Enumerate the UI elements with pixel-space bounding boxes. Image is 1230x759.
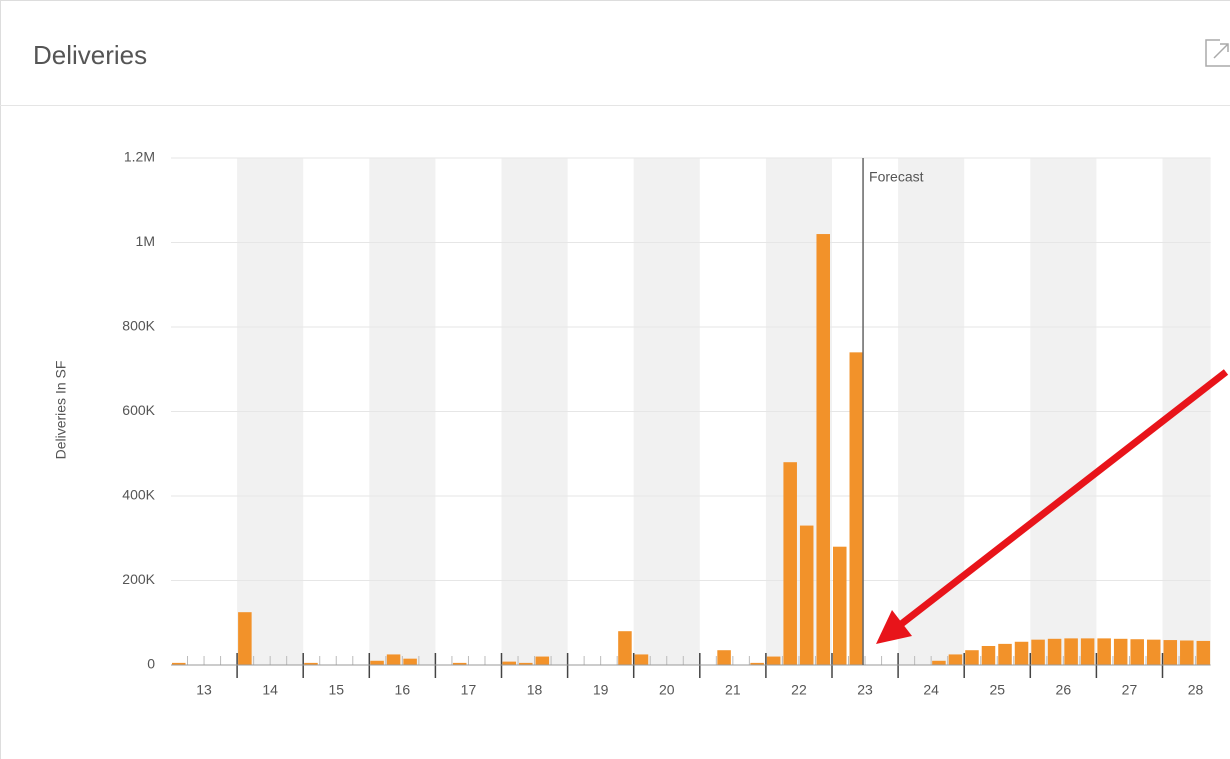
- forecast-label: Forecast: [869, 169, 924, 185]
- bar: [717, 650, 731, 665]
- arrow-shaft: [897, 369, 1229, 628]
- bar: [1064, 638, 1078, 665]
- x-tick-label: 23: [857, 682, 873, 698]
- bar: [833, 546, 847, 665]
- x-tick-label: 15: [328, 682, 344, 698]
- bar: [370, 660, 384, 665]
- plot: 0 200K 400K 600K 800K 1M 1.2M 13 14 15 16 17 18 19 20 2…: [122, 149, 1211, 698]
- x-tick-label: 16: [395, 682, 411, 698]
- y-tick-label: 1M: [136, 233, 155, 249]
- bar: [1014, 641, 1029, 665]
- card-title: Deliveries: [33, 40, 147, 70]
- bar: [1180, 640, 1194, 665]
- bar: [618, 631, 632, 665]
- bar: [948, 654, 963, 665]
- expand-icon[interactable]: [1205, 39, 1230, 67]
- bar: [981, 645, 996, 665]
- bar: [386, 654, 401, 665]
- bar: [1031, 639, 1045, 665]
- bar: [1196, 640, 1211, 665]
- x-tick-label: 20: [659, 682, 675, 698]
- bar: [965, 650, 979, 665]
- bar: [502, 661, 517, 665]
- bar: [849, 352, 864, 665]
- bar: [1163, 640, 1178, 665]
- y-tick-label: 200K: [122, 571, 155, 587]
- icon-arrow: [1213, 43, 1229, 59]
- x-tick-label: 13: [196, 682, 212, 698]
- x-tick-label: 14: [262, 682, 278, 698]
- bar: [304, 662, 318, 665]
- bar: [998, 643, 1012, 665]
- x-tick-label: 26: [1056, 682, 1072, 698]
- icon-frame: [1205, 39, 1230, 67]
- bar: [816, 234, 830, 666]
- bar: [519, 662, 533, 665]
- bar: [1097, 638, 1111, 665]
- x-tick-label: 22: [791, 682, 807, 698]
- y-tick-label: 1.2M: [124, 149, 155, 165]
- x-tick-label: 19: [593, 682, 609, 698]
- arrow-head: [876, 610, 912, 644]
- x-tick-label: 18: [527, 682, 543, 698]
- x-tick-label: 21: [725, 682, 741, 698]
- bar: [783, 462, 797, 665]
- bar: [172, 662, 186, 665]
- x-tick-label: 24: [923, 682, 939, 698]
- x-tick-label: 17: [461, 682, 477, 698]
- y-tick-label: 800K: [122, 318, 155, 334]
- bar: [799, 525, 814, 665]
- bar: [238, 612, 252, 665]
- y-axis-label: Deliveries In SF: [53, 361, 69, 460]
- bar: [634, 654, 649, 665]
- bar: [1047, 638, 1062, 665]
- bar: [1146, 639, 1161, 665]
- bar: [1080, 638, 1095, 665]
- bar: [1113, 638, 1128, 665]
- bar: [403, 658, 417, 665]
- bar: [452, 662, 467, 665]
- x-tick-label: 25: [989, 682, 1005, 698]
- red-arrow: [876, 369, 1229, 644]
- bar: [750, 662, 764, 665]
- bar: [1130, 639, 1144, 665]
- y-tick-label: 0: [147, 656, 155, 672]
- y-tick-label: 600K: [122, 402, 155, 418]
- x-tick-label: 27: [1122, 682, 1138, 698]
- bar: [766, 656, 781, 665]
- bar: [932, 660, 946, 665]
- y-tick-label: 400K: [122, 487, 155, 503]
- bar: [535, 656, 550, 665]
- x-tick-label: 28: [1188, 682, 1204, 698]
